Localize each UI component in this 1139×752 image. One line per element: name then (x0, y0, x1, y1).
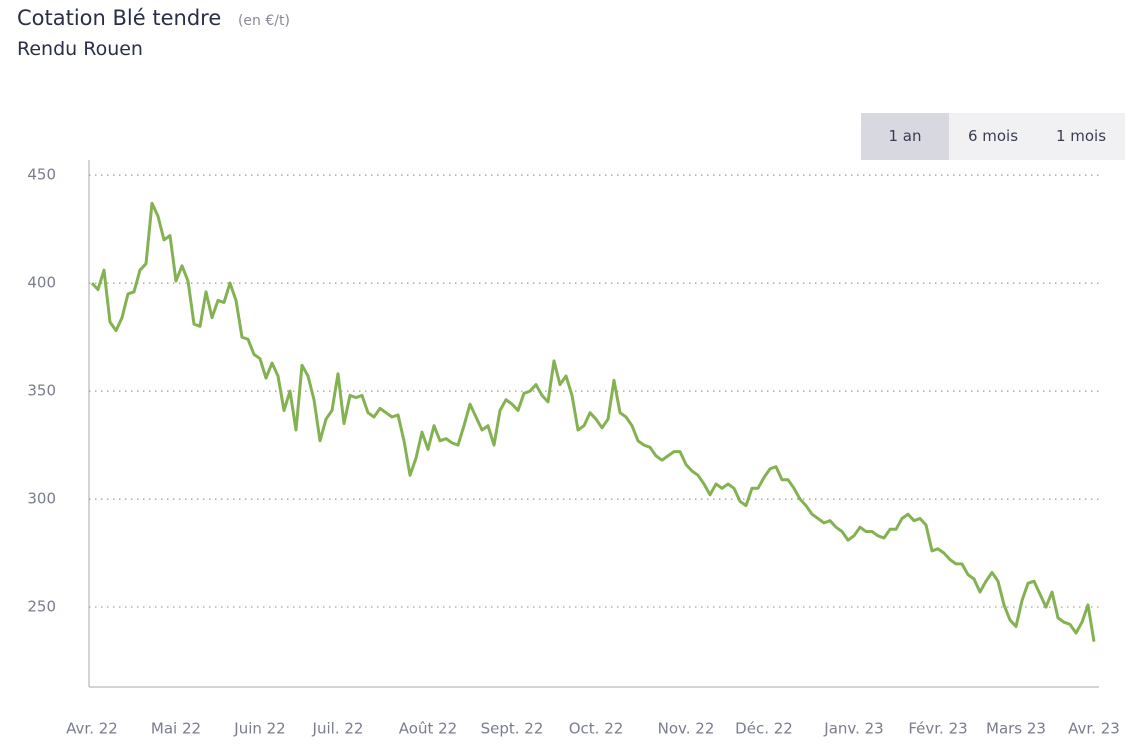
x-tick-label: Sept. 22 (481, 720, 544, 738)
unit: (en €/t) (237, 13, 290, 29)
chart-subtitle: Rendu Rouen (17, 38, 143, 60)
x-tick-label: Déc. 22 (735, 720, 793, 738)
x-tick-label: Févr. 23 (908, 720, 967, 738)
x-tick-label: Mars 23 (986, 720, 1046, 738)
x-tick-label: Avr. 22 (66, 720, 118, 738)
x-tick-label: Oct. 22 (569, 720, 624, 738)
title: Cotation Blé tendre (en €/t) (17, 6, 290, 30)
x-tick-label: Juin 22 (233, 720, 285, 738)
chart-title: Cotation Blé tendre (17, 6, 222, 30)
x-tick-label: Août 22 (399, 720, 457, 738)
x-tick-label: Nov. 22 (658, 720, 715, 738)
range-selector: 1 an 6 mois 1 mois (861, 113, 1125, 160)
range-button[interactable]: 6 mois (967, 127, 1019, 145)
range-button[interactable]: 1 an (861, 113, 949, 160)
y-tick-label: 450 (27, 166, 56, 184)
line (90, 201, 1096, 642)
range-button[interactable]: 1 mois (1055, 127, 1107, 145)
y-tick-label: 250 (27, 598, 56, 616)
y-tick-label: 300 (27, 490, 56, 508)
x-tick-label: Janv. 23 (823, 720, 883, 738)
x-tick-label: Mai 22 (151, 720, 201, 738)
y-tick-label: 400 (27, 274, 56, 292)
y-tick-label: 350 (27, 382, 56, 400)
x-tick-label: Juil. 22 (312, 720, 364, 738)
x-tick-label: Avr. 23 (1068, 720, 1120, 738)
